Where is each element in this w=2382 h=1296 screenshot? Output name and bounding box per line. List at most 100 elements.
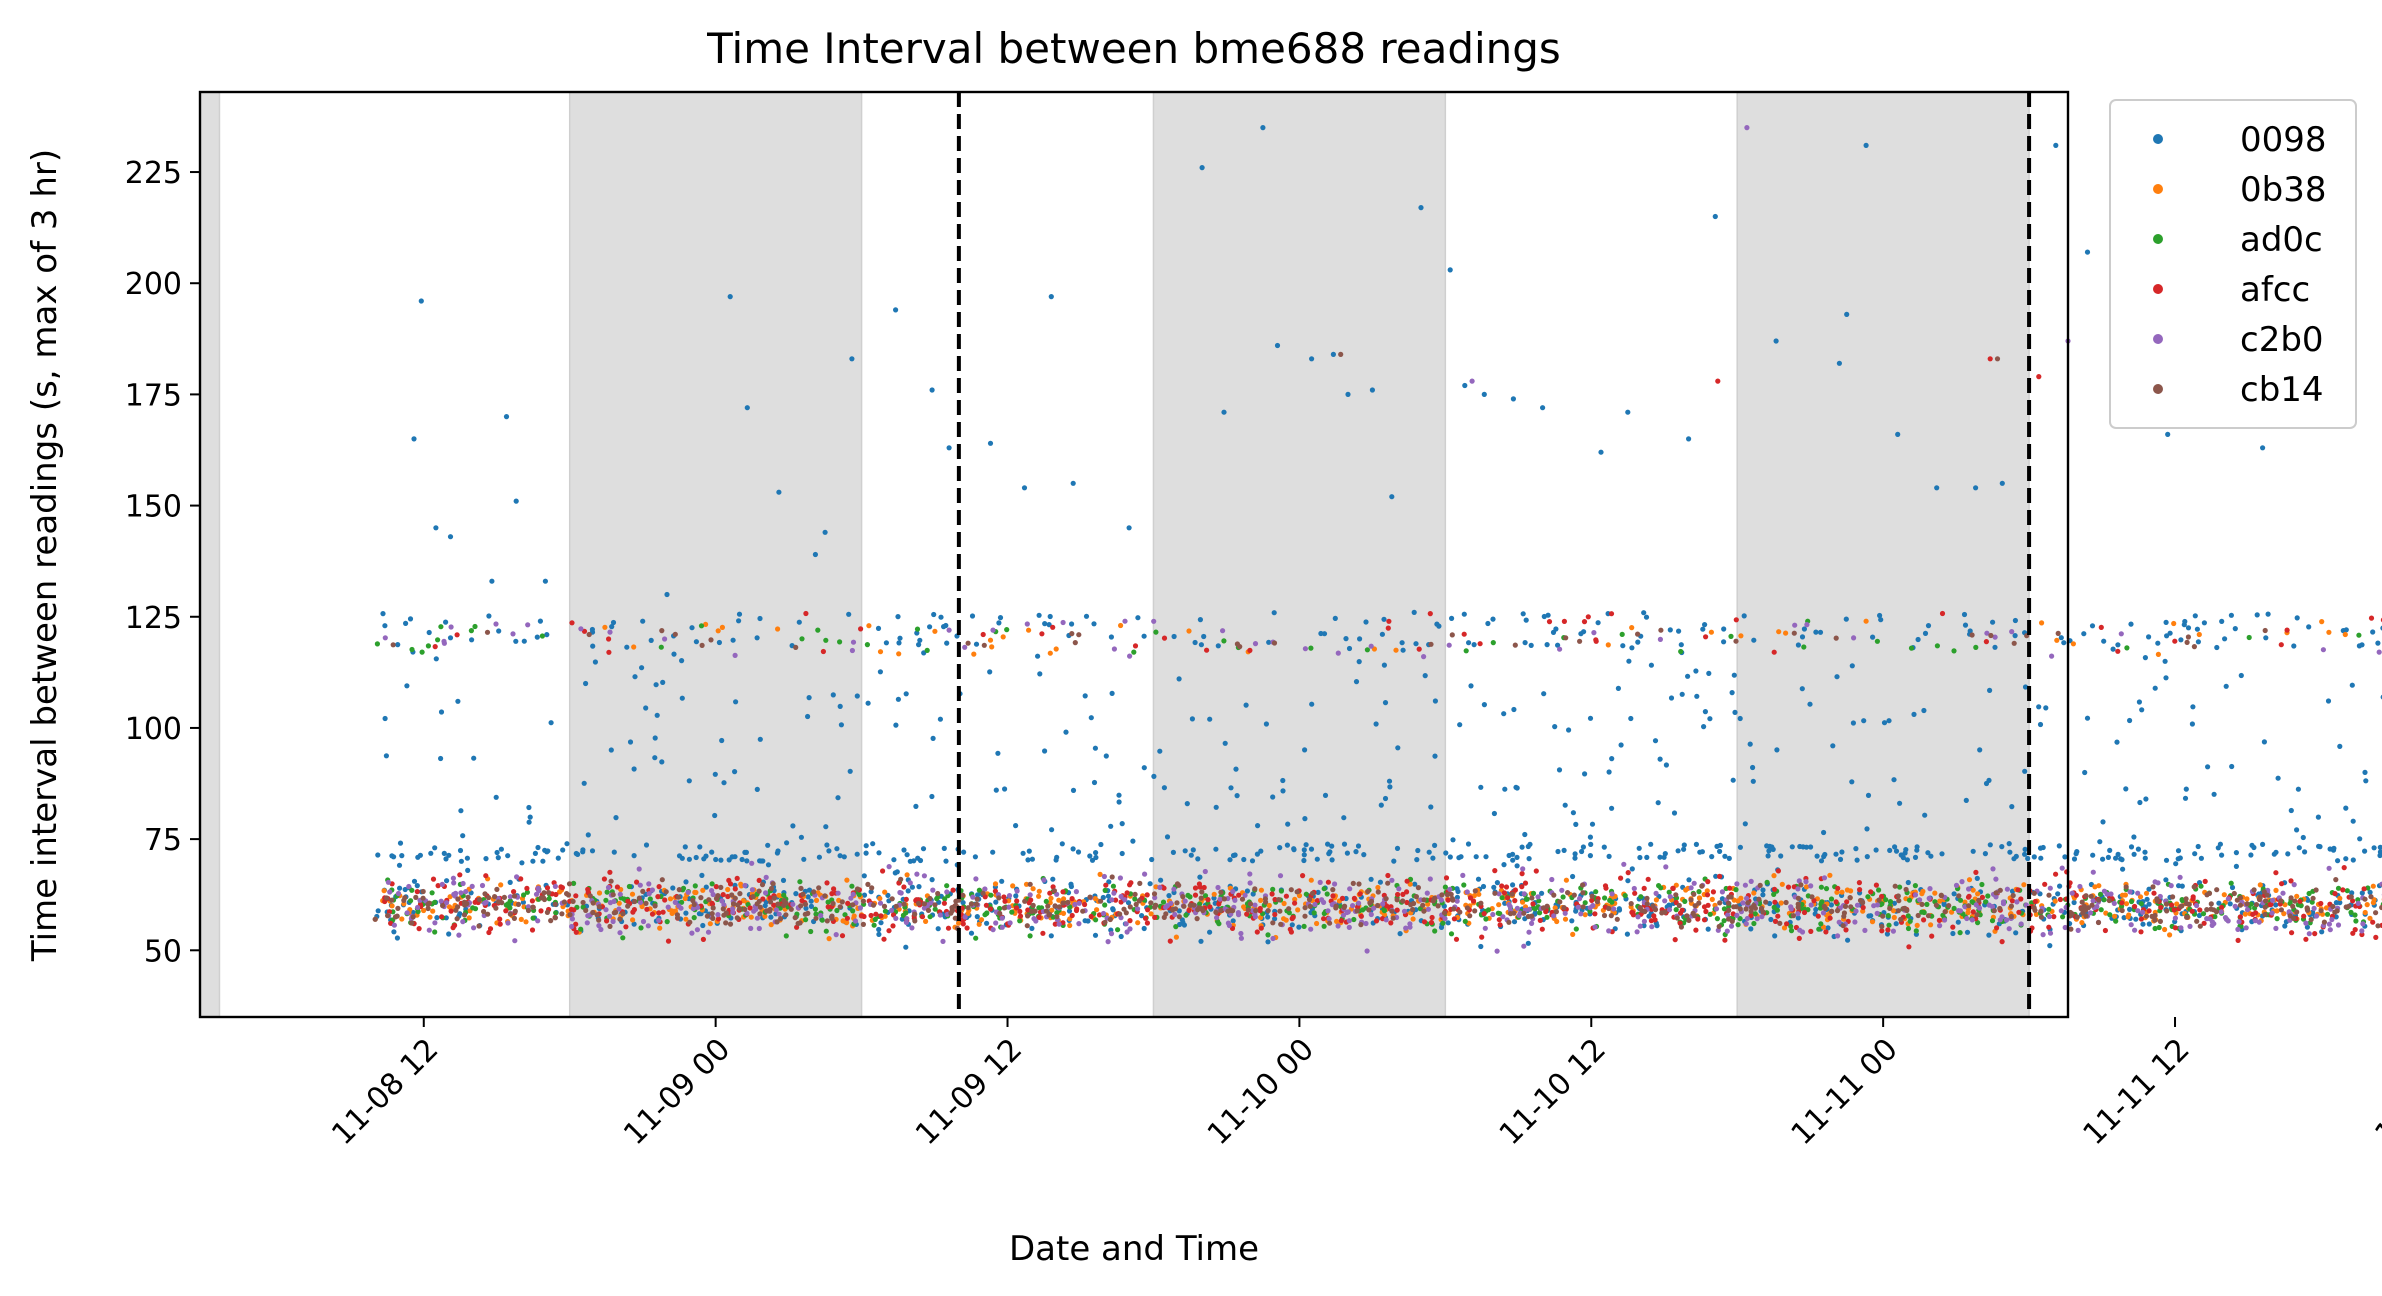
point-c2b0 (458, 890, 464, 896)
point-0098 (854, 851, 860, 857)
point-c2b0 (990, 927, 996, 933)
point-0b38 (1803, 884, 1810, 890)
point-0098 (1770, 846, 1776, 853)
outlier-afcc (1987, 356, 1993, 362)
point-0098 (1671, 810, 1678, 816)
point-cb14 (1394, 897, 1400, 903)
point-c2b0 (1118, 893, 1124, 900)
point-c2b0 (514, 874, 520, 880)
point-cb14 (525, 907, 532, 914)
point-0098 (1381, 616, 1387, 622)
point-afcc (1339, 895, 1346, 902)
point-0b38 (1653, 897, 1659, 903)
point-0b38 (715, 628, 721, 634)
point-afcc (2102, 927, 2108, 934)
point-afcc (1796, 935, 1802, 942)
point-0098 (1628, 715, 1634, 722)
point-c2b0 (1744, 895, 1750, 902)
point-afcc (1827, 915, 1833, 921)
point-c2b0 (1425, 906, 1431, 912)
point-0098 (2183, 786, 2189, 792)
point-ad0c (2152, 925, 2158, 932)
point-c2b0 (385, 879, 391, 885)
point-afcc (901, 884, 907, 890)
point-cb14 (1365, 888, 1371, 895)
point-c2b0 (535, 918, 541, 924)
point-0098 (801, 856, 807, 862)
point-ad0c (1771, 891, 1777, 898)
point-0098 (1813, 906, 1819, 913)
point-0098 (1075, 849, 1082, 855)
point-cb14 (1840, 923, 1846, 929)
point-c2b0 (2376, 649, 2382, 655)
point-afcc (2318, 900, 2324, 907)
point-ad0c (1823, 886, 1830, 892)
point-0098 (1265, 939, 1271, 945)
point-0098 (1356, 659, 1362, 665)
point-afcc (734, 875, 740, 882)
point-0098 (1454, 894, 1460, 901)
point-cb14 (1976, 897, 1982, 903)
point-afcc (1026, 900, 1032, 906)
point-0098 (1379, 631, 1385, 637)
point-0098 (943, 858, 949, 864)
point-cb14 (1876, 897, 1882, 903)
point-afcc (1994, 925, 2000, 931)
point-0b38 (2274, 908, 2280, 914)
point-0098 (743, 849, 750, 856)
point-0098 (1681, 842, 1687, 848)
point-cb14 (2261, 889, 2267, 895)
point-0098 (1198, 642, 1204, 648)
point-cb14 (541, 890, 547, 896)
point-0098 (1705, 926, 1711, 932)
outlier-c2b0 (946, 627, 952, 633)
point-0098 (2375, 640, 2381, 646)
point-ad0c (2198, 883, 2204, 889)
point-0b38 (2171, 620, 2177, 627)
point-c2b0 (962, 914, 968, 920)
point-afcc (1733, 617, 1739, 623)
point-0098 (1478, 943, 1484, 950)
point-c2b0 (909, 925, 915, 931)
point-0098 (1082, 693, 1088, 699)
point-afcc (1167, 938, 1173, 944)
point-0098 (624, 644, 630, 650)
point-c2b0 (439, 881, 445, 888)
point-cb14 (737, 891, 743, 897)
point-c2b0 (1346, 924, 1352, 931)
point-0098 (639, 665, 645, 671)
point-cb14 (706, 897, 712, 903)
point-c2b0 (1649, 924, 1655, 930)
point-afcc (1247, 647, 1253, 654)
point-0098 (990, 849, 996, 855)
point-cb14 (750, 894, 756, 900)
point-afcc (2138, 916, 2144, 922)
point-0098 (2349, 890, 2355, 896)
point-0098 (1088, 715, 1094, 721)
point-0098 (564, 841, 570, 847)
point-0098 (1774, 747, 1780, 753)
point-0098 (389, 853, 395, 859)
point-ad0c (470, 905, 476, 911)
point-0098 (580, 849, 586, 855)
point-0098 (2192, 613, 2198, 619)
point-0b38 (1735, 898, 1741, 904)
point-afcc (873, 911, 879, 917)
point-0098 (2119, 857, 2125, 863)
point-0b38 (1827, 872, 1833, 878)
point-0098 (1046, 622, 1052, 628)
point-c2b0 (2003, 917, 2010, 923)
point-cb14 (409, 920, 415, 926)
outlier-0098 (1934, 485, 1940, 491)
point-0098 (1663, 762, 1669, 768)
point-cb14 (2038, 908, 2044, 915)
point-0b38 (1023, 881, 1030, 887)
point-cb14 (2088, 893, 2094, 899)
point-0098 (2350, 857, 2356, 863)
point-0098 (2058, 635, 2064, 641)
point-cb14 (1439, 892, 1445, 898)
point-0098 (927, 624, 933, 630)
point-c2b0 (2223, 916, 2229, 922)
point-0098 (1573, 908, 1579, 914)
point-ad0c (1351, 916, 1357, 923)
